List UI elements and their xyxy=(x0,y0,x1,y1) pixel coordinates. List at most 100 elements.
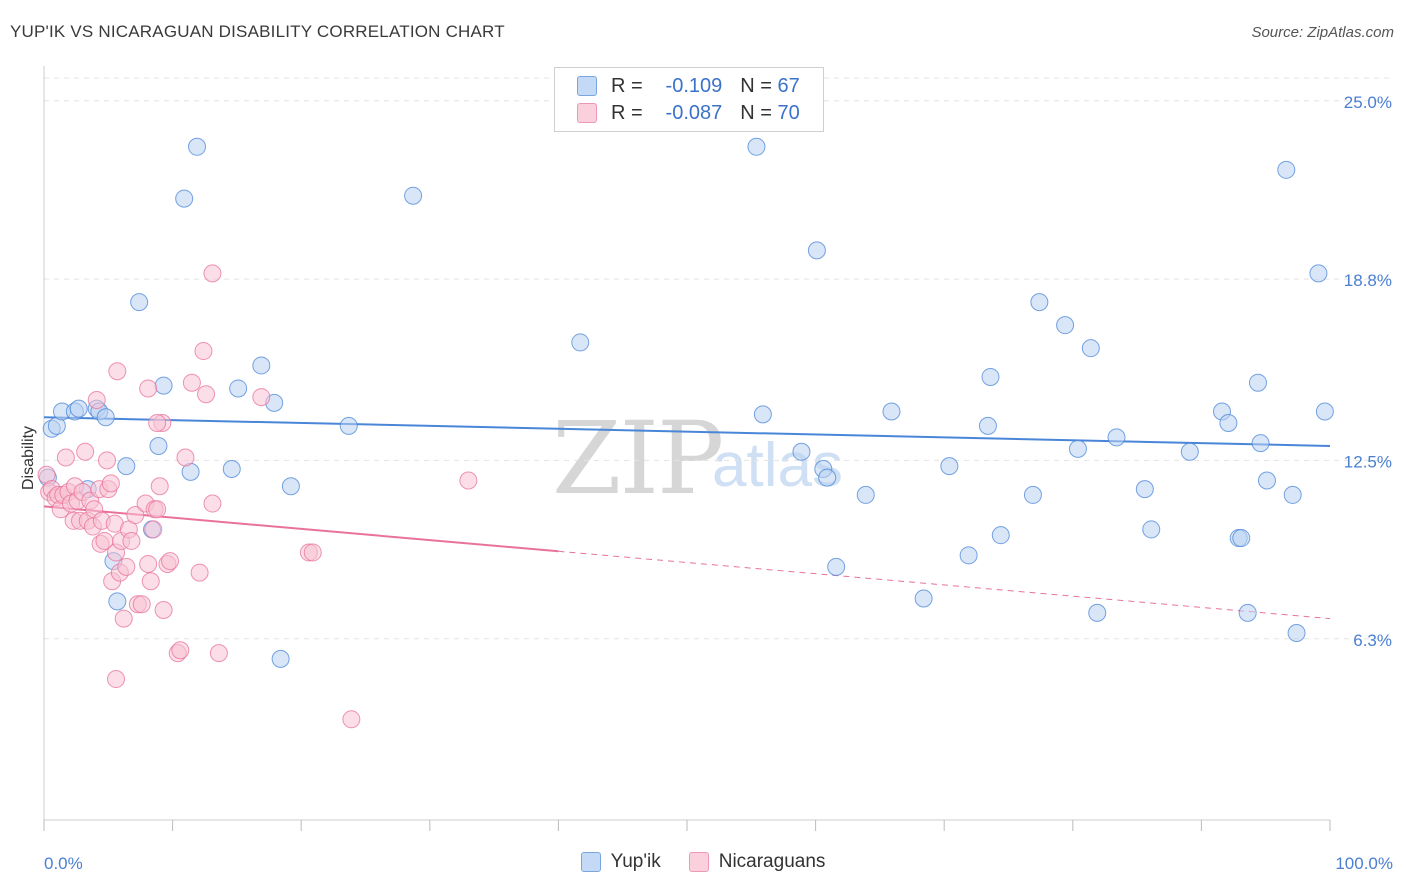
yupik-point xyxy=(281,477,300,496)
yupik-point xyxy=(130,293,149,312)
legend-n-value: 67 xyxy=(777,74,800,97)
nicaraguan-point xyxy=(203,494,222,513)
legend-r-value: -0.087 xyxy=(665,101,723,124)
x-tick-label: 100.0% xyxy=(1335,854,1393,873)
yupik-point xyxy=(1107,428,1126,447)
yupik-point xyxy=(1219,413,1238,432)
yupik-point xyxy=(339,416,358,435)
yupik-point xyxy=(981,367,1000,386)
legend-row-nicaraguans: R = -0.087 N = 70 xyxy=(577,100,800,126)
nicaraguan-point xyxy=(107,670,126,689)
nicaraguan-point xyxy=(148,500,167,519)
nicaraguan-point xyxy=(171,641,190,660)
nicaraguan-point xyxy=(87,390,106,409)
source-label: Source: ZipAtlas.com xyxy=(1251,24,1394,41)
nicaraguan-point xyxy=(150,477,169,496)
nicaraguan-point xyxy=(194,342,213,361)
nicaraguan-point xyxy=(182,373,201,392)
legend-r-value: -0.109 xyxy=(665,74,723,97)
axis-layer xyxy=(43,66,1331,831)
yupik-point xyxy=(747,137,766,156)
yupik-point xyxy=(108,592,127,611)
grid-layer xyxy=(44,77,1392,640)
nicaraguan-point xyxy=(132,595,151,614)
yupik-point xyxy=(571,333,590,352)
nicaraguan-point xyxy=(139,379,158,398)
yupik-point xyxy=(252,356,271,375)
yupik-point xyxy=(1068,439,1087,458)
yupik-point xyxy=(229,379,248,398)
nicaraguan-point xyxy=(148,413,167,432)
yupik-point xyxy=(1257,471,1276,490)
yupik-point xyxy=(1056,316,1075,335)
yupik-point xyxy=(1135,480,1154,499)
yupik-point xyxy=(69,399,88,418)
yupik-point xyxy=(914,589,933,608)
nicaraguan-point xyxy=(203,264,222,283)
series-legend-yupik[interactable]: Yup'ik xyxy=(580,851,661,873)
yupik-point xyxy=(959,546,978,565)
yupik-point xyxy=(271,649,290,668)
nicaraguan-point xyxy=(101,474,120,493)
legend-n-label: N = xyxy=(740,101,772,124)
yupik-point xyxy=(1142,520,1161,539)
series-swatch-nicaraguans xyxy=(688,852,709,872)
x-tick-label: 0.0% xyxy=(44,854,83,873)
nicaraguan-point xyxy=(98,451,117,470)
nicaraguan-point xyxy=(56,448,75,467)
series-swatch-yupik xyxy=(580,852,601,872)
yupik-point xyxy=(1287,624,1306,642)
nicaraguan-point xyxy=(126,506,145,525)
yupik-point xyxy=(1283,485,1302,504)
yupik-point xyxy=(753,405,772,424)
yupik-point xyxy=(940,457,959,476)
yupik-point xyxy=(882,402,901,421)
nicaraguan-point xyxy=(139,554,158,573)
y-axis-label: Disability xyxy=(20,426,37,490)
watermark-zip: ZIP xyxy=(552,400,724,517)
points-layer xyxy=(37,137,1334,729)
nicaraguan-point xyxy=(144,520,163,539)
nicaraguan-point xyxy=(303,543,322,562)
yupik-point xyxy=(222,460,241,479)
trend-line-dashed-1 xyxy=(558,550,1331,620)
nicaraguan-point xyxy=(342,710,361,729)
legend-r-label: R = xyxy=(611,101,643,124)
yupik-point xyxy=(1180,442,1199,461)
label-layer: 25.0% 18.8% 12.5% 6.3% 0.0% 100.0% Disability xyxy=(20,93,1393,873)
y-tick-label: 18.8% xyxy=(1344,271,1392,290)
yupik-point xyxy=(1030,293,1049,312)
y-tick-label: 12.5% xyxy=(1344,452,1392,471)
series-label-yupik: Yup'ik xyxy=(610,851,661,872)
correlation-legend: R = -0.109 N = 67 R = -0.087 N = 70 xyxy=(554,67,824,132)
nicaraguan-point xyxy=(209,644,228,663)
yupik-point xyxy=(978,416,997,435)
y-tick-label: 6.3% xyxy=(1353,631,1392,650)
nicaraguan-point xyxy=(154,600,173,619)
trend-line-0 xyxy=(43,416,1331,447)
nicaraguan-point xyxy=(252,388,271,407)
yupik-point xyxy=(1081,339,1100,358)
yupik-point xyxy=(1232,529,1251,548)
legend-row-yupik: R = -0.109 N = 67 xyxy=(577,73,800,99)
yupik-point xyxy=(1277,160,1296,179)
nicaraguan-point xyxy=(117,557,136,576)
yupik-point xyxy=(188,137,207,156)
yupik-point xyxy=(1248,373,1267,392)
legend-n-label: N = xyxy=(740,74,772,97)
series-legend-nicaraguans[interactable]: Nicaraguans xyxy=(688,851,826,873)
legend-r-label: R = xyxy=(611,74,643,97)
nicaraguan-point xyxy=(114,609,133,628)
yupik-point xyxy=(792,442,811,461)
yupik-point xyxy=(154,376,173,395)
yupik-point xyxy=(117,457,136,476)
yupik-point xyxy=(818,468,837,487)
yupik-point xyxy=(1088,603,1107,622)
nicaraguan-point xyxy=(190,563,209,582)
nicaraguan-point xyxy=(197,385,216,404)
yupik-point xyxy=(827,557,846,576)
series-label-nicaraguans: Nicaraguans xyxy=(718,851,826,872)
legend-swatch-yupik xyxy=(577,76,597,96)
yupik-point xyxy=(1238,603,1257,622)
